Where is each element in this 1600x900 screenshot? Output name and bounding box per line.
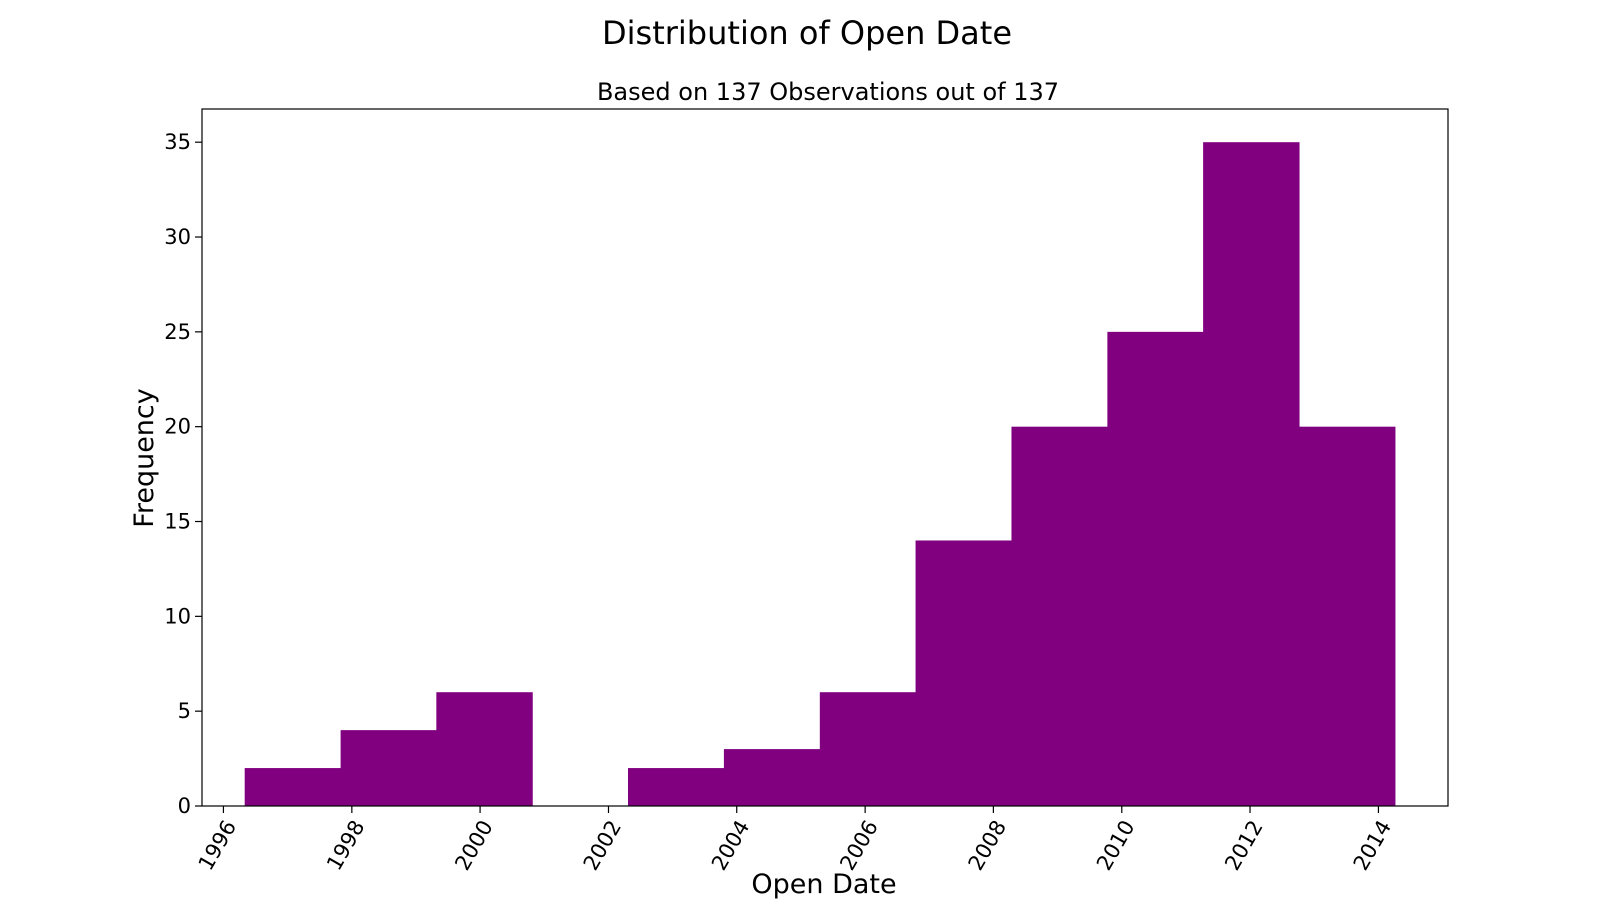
histogram-bar-3 <box>436 692 533 806</box>
x-tick-label: 2008 <box>964 816 1012 874</box>
x-tick-label: 2014 <box>1349 816 1397 874</box>
chart-subtitle: Based on 137 Observations out of 137 <box>597 78 1059 106</box>
y-tick-label: 5 <box>178 699 191 723</box>
chart-title: Distribution of Open Date <box>602 14 1012 52</box>
x-tick-label: 1998 <box>322 816 370 874</box>
y-tick-label: 15 <box>164 510 191 534</box>
x-tick-label: 2012 <box>1220 816 1268 874</box>
y-tick-label: 20 <box>164 415 191 439</box>
histogram-bar-6 <box>723 749 821 806</box>
y-tick-label: 35 <box>164 130 191 154</box>
histogram-bar-1 <box>244 768 342 806</box>
histogram-bar-7 <box>819 692 917 806</box>
histogram-bar-11 <box>1203 142 1300 806</box>
y-tick-label: 25 <box>164 320 191 344</box>
y-tick-label: 10 <box>164 604 191 628</box>
bars-group <box>244 142 1396 806</box>
y-axis-ticks: 0 5 10 15 20 25 30 35 <box>164 130 202 818</box>
x-tick-label: 2002 <box>579 816 627 874</box>
y-tick-label: 0 <box>178 794 191 818</box>
histogram-bar-9 <box>1011 426 1108 806</box>
histogram-bar-10 <box>1107 331 1204 806</box>
histogram-bar-12 <box>1299 426 1396 806</box>
y-tick-label: 30 <box>164 225 191 249</box>
histogram-bar-8 <box>915 540 1012 806</box>
x-axis-ticks: 1996 1998 2000 2002 2004 2006 2008 2010 2012 2014 <box>194 806 1397 874</box>
histogram-bar-5 <box>627 768 725 806</box>
x-tick-label: 2000 <box>450 816 498 874</box>
x-axis-label: Open Date <box>751 869 896 900</box>
y-axis-label: Frequency <box>129 388 160 528</box>
x-tick-label: 2006 <box>835 816 883 874</box>
histogram-bar-2 <box>340 730 437 806</box>
x-tick-label: 2004 <box>707 816 755 874</box>
x-tick-label: 1996 <box>194 816 242 874</box>
x-tick-label: 2010 <box>1092 816 1140 874</box>
plot-frame <box>201 108 1449 807</box>
